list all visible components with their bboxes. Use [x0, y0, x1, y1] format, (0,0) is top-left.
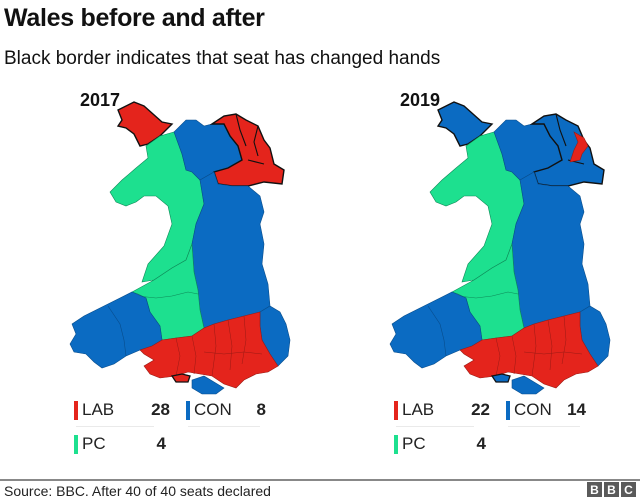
legend-seats: 8 — [256, 400, 266, 419]
pc-color-swatch — [394, 434, 398, 454]
legend-2019: LAB 22 CON 14 PC 4 — [394, 396, 634, 460]
chart-title: Wales before and after — [4, 4, 265, 32]
legend-item-lab: LAB 22 — [394, 399, 490, 421]
con-color-swatch — [506, 400, 510, 420]
bbc-logo-letter: C — [621, 482, 636, 497]
lab-color-swatch — [74, 400, 78, 420]
legend-item-con: CON 14 — [506, 399, 586, 421]
legend-item-pc: PC 4 — [394, 433, 490, 455]
lab-color-swatch — [394, 400, 398, 420]
year-label-2019: 2019 — [400, 90, 441, 110]
legend-seats: 14 — [567, 400, 586, 419]
chart-subtitle: Black border indicates that seat has cha… — [4, 48, 441, 69]
legend-seats: 28 — [151, 400, 170, 419]
bbc-logo-letter: B — [587, 482, 602, 497]
map-2017: 2017 — [64, 84, 324, 396]
legend-party: PC — [402, 434, 426, 453]
wales-map-2019 — [389, 101, 611, 395]
pc-color-swatch — [74, 434, 78, 454]
bbc-logo: B B C — [587, 482, 636, 497]
legend-divider — [76, 426, 154, 427]
legend-item-lab: LAB 28 — [74, 399, 170, 421]
legend-item-con: CON 8 — [186, 399, 266, 421]
legend-divider — [188, 426, 260, 427]
bbc-logo-letter: B — [604, 482, 619, 497]
legend-party: LAB — [82, 400, 115, 419]
legend-party: LAB — [402, 400, 435, 419]
source-note: Source: BBC. After 40 of 40 seats declar… — [4, 483, 271, 499]
legend-party: CON — [194, 400, 232, 419]
legend-party: CON — [514, 400, 552, 419]
year-label-2017: 2017 — [80, 90, 121, 110]
wales-map-2017 — [69, 101, 291, 395]
legend-divider — [396, 426, 474, 427]
legend-party: PC — [82, 434, 106, 453]
legend-seats: 22 — [471, 400, 490, 419]
legend-item-pc: PC 4 — [74, 433, 170, 455]
con-color-swatch — [186, 400, 190, 420]
legend-divider — [508, 426, 580, 427]
legend-seats: 4 — [156, 434, 166, 453]
legend-2017: LAB 28 CON 8 PC 4 — [74, 396, 314, 460]
legend-seats: 4 — [476, 434, 486, 453]
footer-divider — [0, 479, 640, 481]
map-2019: 2019 — [384, 84, 640, 396]
